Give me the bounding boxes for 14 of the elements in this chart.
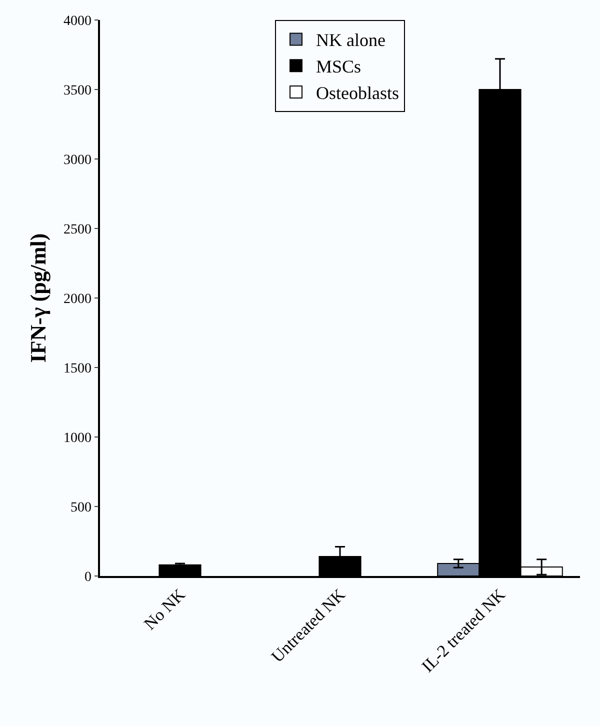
legend-label: Osteoblasts <box>316 83 399 104</box>
y-tick-label: 3000 <box>63 152 92 168</box>
legend-label: NK alone <box>316 30 386 50</box>
x-tick-label: No NK <box>140 584 190 634</box>
y-tick-label: 1000 <box>63 430 92 446</box>
y-tick-label: 2000 <box>63 292 92 307</box>
y-tick-label: 4000 <box>63 14 92 29</box>
y-tick-label: 500 <box>70 500 92 516</box>
y-tick-label: 1500 <box>63 361 92 376</box>
y-tick-label: 3500 <box>63 83 92 98</box>
y-tick-label: 2500 <box>63 222 92 238</box>
y-tick-label: 0 <box>84 570 92 585</box>
legend-label: MSCs <box>316 56 362 77</box>
y-axis-title: IFN-γ (pg/ml) <box>26 233 50 363</box>
